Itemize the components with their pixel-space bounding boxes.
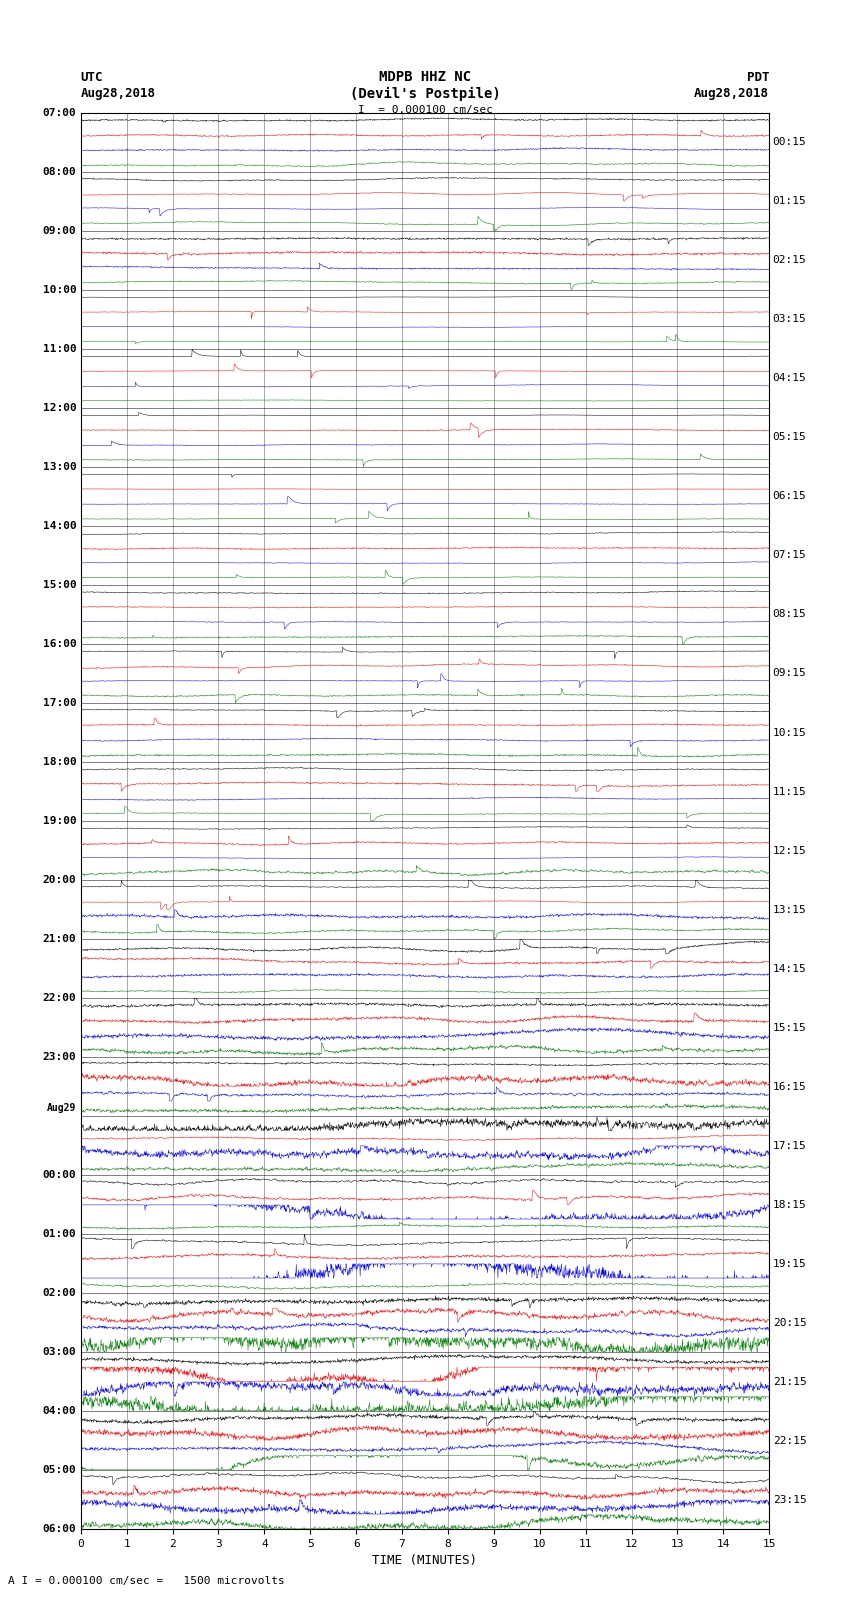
Text: 17:00: 17:00 — [42, 698, 76, 708]
Text: 23:00: 23:00 — [42, 1052, 76, 1061]
Text: 20:15: 20:15 — [773, 1318, 807, 1327]
Text: 03:15: 03:15 — [773, 315, 807, 324]
Text: 07:00: 07:00 — [42, 108, 76, 118]
Text: 18:15: 18:15 — [773, 1200, 807, 1210]
Text: 23:15: 23:15 — [773, 1495, 807, 1505]
Text: 02:00: 02:00 — [42, 1289, 76, 1298]
Text: 08:15: 08:15 — [773, 610, 807, 619]
Text: 01:00: 01:00 — [42, 1229, 76, 1239]
Text: 14:15: 14:15 — [773, 963, 807, 974]
Text: 13:15: 13:15 — [773, 905, 807, 915]
Text: 20:00: 20:00 — [42, 874, 76, 886]
Text: Aug28,2018: Aug28,2018 — [694, 87, 769, 100]
Text: 15:15: 15:15 — [773, 1023, 807, 1032]
Text: 18:00: 18:00 — [42, 756, 76, 768]
Text: 12:00: 12:00 — [42, 403, 76, 413]
Text: 04:15: 04:15 — [773, 374, 807, 384]
Text: 08:00: 08:00 — [42, 166, 76, 177]
Text: A I = 0.000100 cm/sec =   1500 microvolts: A I = 0.000100 cm/sec = 1500 microvolts — [8, 1576, 286, 1586]
Text: 14:00: 14:00 — [42, 521, 76, 531]
Text: 22:15: 22:15 — [773, 1436, 807, 1445]
Text: I  = 0.000100 cm/sec: I = 0.000100 cm/sec — [358, 105, 492, 115]
Text: 01:15: 01:15 — [773, 197, 807, 206]
Text: 05:00: 05:00 — [42, 1465, 76, 1476]
Text: 15:00: 15:00 — [42, 581, 76, 590]
Text: 19:15: 19:15 — [773, 1258, 807, 1268]
Text: 09:15: 09:15 — [773, 668, 807, 679]
Text: 17:15: 17:15 — [773, 1140, 807, 1150]
Text: 05:15: 05:15 — [773, 432, 807, 442]
Text: 02:15: 02:15 — [773, 255, 807, 266]
Text: 04:00: 04:00 — [42, 1407, 76, 1416]
Text: 06:00: 06:00 — [42, 1524, 76, 1534]
Text: PDT: PDT — [747, 71, 769, 84]
Text: 16:00: 16:00 — [42, 639, 76, 648]
Text: 12:15: 12:15 — [773, 845, 807, 855]
Text: 10:15: 10:15 — [773, 727, 807, 737]
Text: UTC: UTC — [81, 71, 103, 84]
Text: 19:00: 19:00 — [42, 816, 76, 826]
Text: 13:00: 13:00 — [42, 461, 76, 473]
Text: Aug28,2018: Aug28,2018 — [81, 87, 156, 100]
Text: 00:00: 00:00 — [42, 1169, 76, 1181]
Text: 11:00: 11:00 — [42, 344, 76, 353]
Text: 09:00: 09:00 — [42, 226, 76, 235]
Text: 00:15: 00:15 — [773, 137, 807, 147]
X-axis label: TIME (MINUTES): TIME (MINUTES) — [372, 1555, 478, 1568]
Text: 06:15: 06:15 — [773, 492, 807, 502]
Text: 21:15: 21:15 — [773, 1376, 807, 1387]
Text: 22:00: 22:00 — [42, 994, 76, 1003]
Text: 10:00: 10:00 — [42, 286, 76, 295]
Text: 11:15: 11:15 — [773, 787, 807, 797]
Text: Aug29: Aug29 — [47, 1103, 76, 1113]
Text: (Devil's Postpile): (Devil's Postpile) — [349, 87, 501, 100]
Text: 21:00: 21:00 — [42, 934, 76, 944]
Text: 16:15: 16:15 — [773, 1082, 807, 1092]
Text: 07:15: 07:15 — [773, 550, 807, 560]
Text: 03:00: 03:00 — [42, 1347, 76, 1357]
Text: MDPB HHZ NC: MDPB HHZ NC — [379, 71, 471, 84]
